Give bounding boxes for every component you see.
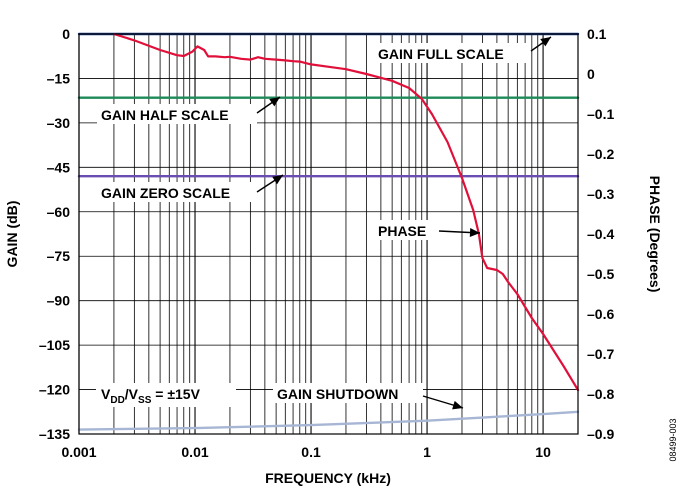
arrow-phase-head xyxy=(469,228,480,238)
arrow-half-scale-head xyxy=(269,97,280,107)
arrow-full-scale-head xyxy=(540,37,551,47)
annotation-bg-half xyxy=(97,104,257,124)
y2-tick-label: –0.9 xyxy=(587,426,614,442)
x-tick-label: 10 xyxy=(535,444,551,460)
y-tick-label: –15 xyxy=(47,70,71,86)
y-tick-label: –105 xyxy=(39,337,70,353)
series-phase-line xyxy=(112,32,580,392)
x-tick-label: 0.01 xyxy=(181,444,208,460)
annotation-bg-supply xyxy=(96,383,236,407)
supply-sub-ss: SS xyxy=(138,395,152,406)
y2-tick-label: –0.6 xyxy=(587,306,614,322)
y2-tick-label: –0.4 xyxy=(587,226,614,242)
annotation-phase: PHASE xyxy=(378,223,426,239)
y2-tick-label: –0.7 xyxy=(587,346,614,362)
annotation-bg-full xyxy=(374,43,531,63)
supply-slash-v: /V xyxy=(125,386,139,402)
grid xyxy=(78,33,579,435)
y2-tick-label: –0.2 xyxy=(587,146,614,162)
y2-tick-labels: 0.1 0 –0.1 –0.2 –0.3 –0.4 –0.5 –0.6 –0.7 –0.8 –0.9 xyxy=(587,26,614,442)
y-tick-labels: 0 –15 –30 –45 –60 –75 –90 –105 –120 –135 xyxy=(39,26,70,442)
supply-value: = ±15V xyxy=(151,386,200,402)
y-tick-label: –135 xyxy=(39,426,70,442)
y-tick-label: –30 xyxy=(47,115,71,131)
series-gain-shutdown-line xyxy=(77,410,580,431)
y2-tick-label: –0.1 xyxy=(587,106,614,122)
annotation-supply: VDD/VSS = ±15V xyxy=(101,386,201,406)
y2-tick-label: 0 xyxy=(587,66,595,82)
annotation-half-scale: GAIN HALF SCALE xyxy=(101,107,229,123)
series-layer xyxy=(77,32,580,431)
x-tick-label: 1 xyxy=(423,444,431,460)
y-tick-label: –45 xyxy=(47,159,71,175)
y-tick-label: –120 xyxy=(39,382,70,398)
x-tick-labels: 0.001 0.01 0.1 1 10 xyxy=(61,444,551,460)
y2-tick-label: –0.5 xyxy=(587,266,614,282)
y-tick-label: –75 xyxy=(47,248,71,264)
y2-tick-label: –0.3 xyxy=(587,186,614,202)
x-tick-label: 0.001 xyxy=(61,444,96,460)
supply-v1: V xyxy=(101,386,111,402)
annotation-full-scale: GAIN FULL SCALE xyxy=(378,46,504,62)
plot-frame xyxy=(78,33,579,435)
y-axis-label: GAIN (dB) xyxy=(4,201,20,268)
y-tick-label: 0 xyxy=(62,26,70,42)
supply-sub-dd: DD xyxy=(110,395,124,406)
arrow-zero-scale-head xyxy=(272,175,283,185)
x-tick-label: 0.1 xyxy=(301,444,321,460)
y-tick-label: –90 xyxy=(47,293,71,309)
annotation-zero-scale: GAIN ZERO SCALE xyxy=(101,185,230,201)
annotation-bg-zero xyxy=(97,182,257,202)
annotation-bg-phase xyxy=(373,220,439,240)
y2-tick-label: 0.1 xyxy=(587,26,607,42)
annotation-arrows xyxy=(256,36,552,410)
y-tick-label: –60 xyxy=(47,204,71,220)
arrow-shutdown-head xyxy=(452,400,463,410)
annotation-shutdown: GAIN SHUTDOWN xyxy=(277,386,398,402)
x-axis-label: FREQUENCY (kHz) xyxy=(265,470,391,486)
figure-id: 08499-003 xyxy=(668,418,678,461)
y2-axis-label: PHASE (Degrees) xyxy=(647,176,663,293)
y2-tick-label: –0.8 xyxy=(587,386,614,402)
annotation-bg-shutdown xyxy=(273,383,423,403)
